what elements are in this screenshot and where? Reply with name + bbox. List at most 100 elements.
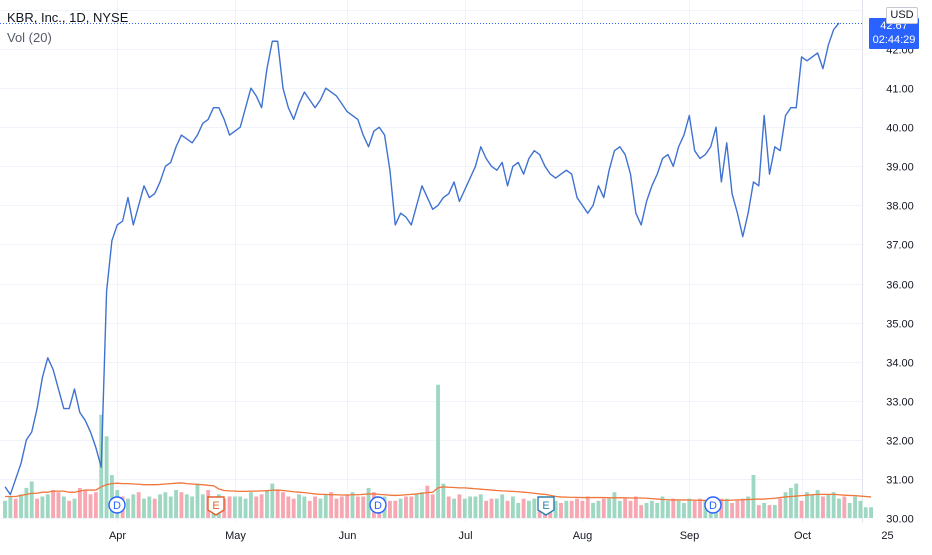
- volume-bar: [200, 494, 205, 518]
- event-marker-label: D: [374, 500, 382, 512]
- volume-bar: [77, 487, 82, 518]
- volume-bar: [505, 500, 510, 518]
- x-tick-label: 25: [881, 530, 893, 542]
- volume-bar: [104, 436, 109, 518]
- volume-bar: [847, 502, 852, 518]
- volume-bar: [313, 496, 317, 518]
- y-tick-label: 38.00: [886, 201, 914, 213]
- volume-bar: [329, 492, 334, 518]
- volume-bar: [532, 498, 537, 518]
- y-tick-label: 31.00: [886, 475, 914, 487]
- y-tick-label: 33.00: [886, 397, 914, 409]
- volume-bar: [682, 502, 686, 518]
- volume-bar: [805, 492, 809, 518]
- time-scale-panel[interactable]: [0, 522, 932, 550]
- price-scale-panel[interactable]: [862, 0, 932, 550]
- volume-bar: [40, 496, 45, 518]
- volume-bar: [821, 496, 825, 518]
- volume-bar: [404, 496, 408, 518]
- volume-bar: [441, 483, 446, 518]
- volume-bar: [179, 492, 184, 518]
- volume-bar: [345, 494, 350, 518]
- volume-bar: [270, 483, 275, 518]
- volume-legend-row[interactable]: Vol (20): [7, 28, 128, 48]
- volume-bar: [740, 498, 745, 518]
- volume-bar: [489, 498, 494, 518]
- volume-bar: [831, 492, 836, 518]
- volume-bar: [772, 505, 777, 518]
- volume-bar: [45, 494, 50, 518]
- volume-bar: [8, 496, 13, 518]
- volume-bar: [473, 496, 478, 518]
- volume-bar: [259, 494, 264, 518]
- volume-bar: [291, 498, 296, 518]
- volume-bar: [462, 498, 467, 518]
- volume-bar: [687, 498, 692, 518]
- symbol-title-row[interactable]: KBR, Inc., 1D, NYSE: [7, 8, 128, 28]
- volume-bar: [254, 496, 259, 518]
- volume-bar: [521, 498, 526, 518]
- price-line[interactable]: [4, 22, 840, 496]
- volume-bar: [61, 496, 66, 518]
- volume-bar: [676, 500, 681, 518]
- volume-bar: [195, 483, 200, 518]
- volume-bar: [869, 507, 873, 518]
- volume-bar: [500, 494, 505, 518]
- volume-bar: [484, 500, 489, 518]
- dividend-marker[interactable]: [704, 496, 722, 514]
- volume-bar: [238, 496, 243, 518]
- volume-bar: [393, 500, 398, 518]
- volume-bar: [35, 498, 39, 518]
- volume-bar: [19, 494, 23, 518]
- volume-bar: [297, 494, 301, 518]
- volume-bar: [142, 498, 146, 518]
- volume-bar: [698, 498, 702, 518]
- y-tick-label: 32.00: [886, 436, 914, 448]
- volume-bar: [660, 496, 665, 518]
- volume-bar: [478, 494, 483, 518]
- volume-bar: [29, 481, 34, 518]
- dividend-marker[interactable]: [108, 496, 126, 514]
- volume-bar: [553, 500, 558, 518]
- volume-bar: [468, 496, 473, 518]
- volume-bar: [147, 496, 152, 518]
- volume-bar: [457, 494, 462, 518]
- volume-bar: [703, 500, 708, 518]
- x-tick-label: Oct: [794, 530, 811, 542]
- volume-bar: [366, 487, 371, 518]
- x-tick-label: Aug: [573, 530, 593, 542]
- volume-bar: [388, 500, 392, 518]
- volume-bar: [318, 498, 323, 518]
- volume-bar: [414, 494, 419, 518]
- volume-bar: [355, 496, 360, 518]
- volume-bar: [51, 490, 56, 518]
- volume-bar: [623, 498, 628, 518]
- volume-bar: [494, 498, 499, 518]
- volume-bar: [569, 500, 574, 518]
- volume-bar: [88, 494, 93, 518]
- volume-bar: [436, 384, 440, 518]
- volume-bar: [596, 500, 601, 518]
- volume-bar: [858, 500, 863, 518]
- event-marker-label: D: [709, 500, 717, 512]
- volume-bar: [607, 498, 612, 518]
- currency-button[interactable]: USD: [886, 7, 918, 24]
- earnings-marker[interactable]: [207, 496, 225, 516]
- volume-bar: [398, 498, 403, 518]
- volume-indicator-label: Vol (20): [7, 30, 52, 45]
- volume-bar: [286, 496, 291, 518]
- volume-bar: [430, 494, 435, 518]
- earnings-marker[interactable]: [537, 496, 555, 516]
- volume-bar: [190, 496, 195, 518]
- volume-bar: [649, 500, 654, 518]
- volume-bar: [644, 502, 649, 518]
- volume-bar: [762, 502, 767, 518]
- volume-bar: [735, 500, 740, 518]
- y-tick-label: 39.00: [886, 162, 914, 174]
- volume-ma-line: [5, 482, 872, 502]
- dividend-marker[interactable]: [369, 496, 387, 514]
- volume-bar: [794, 483, 799, 518]
- volume-bar: [110, 475, 114, 518]
